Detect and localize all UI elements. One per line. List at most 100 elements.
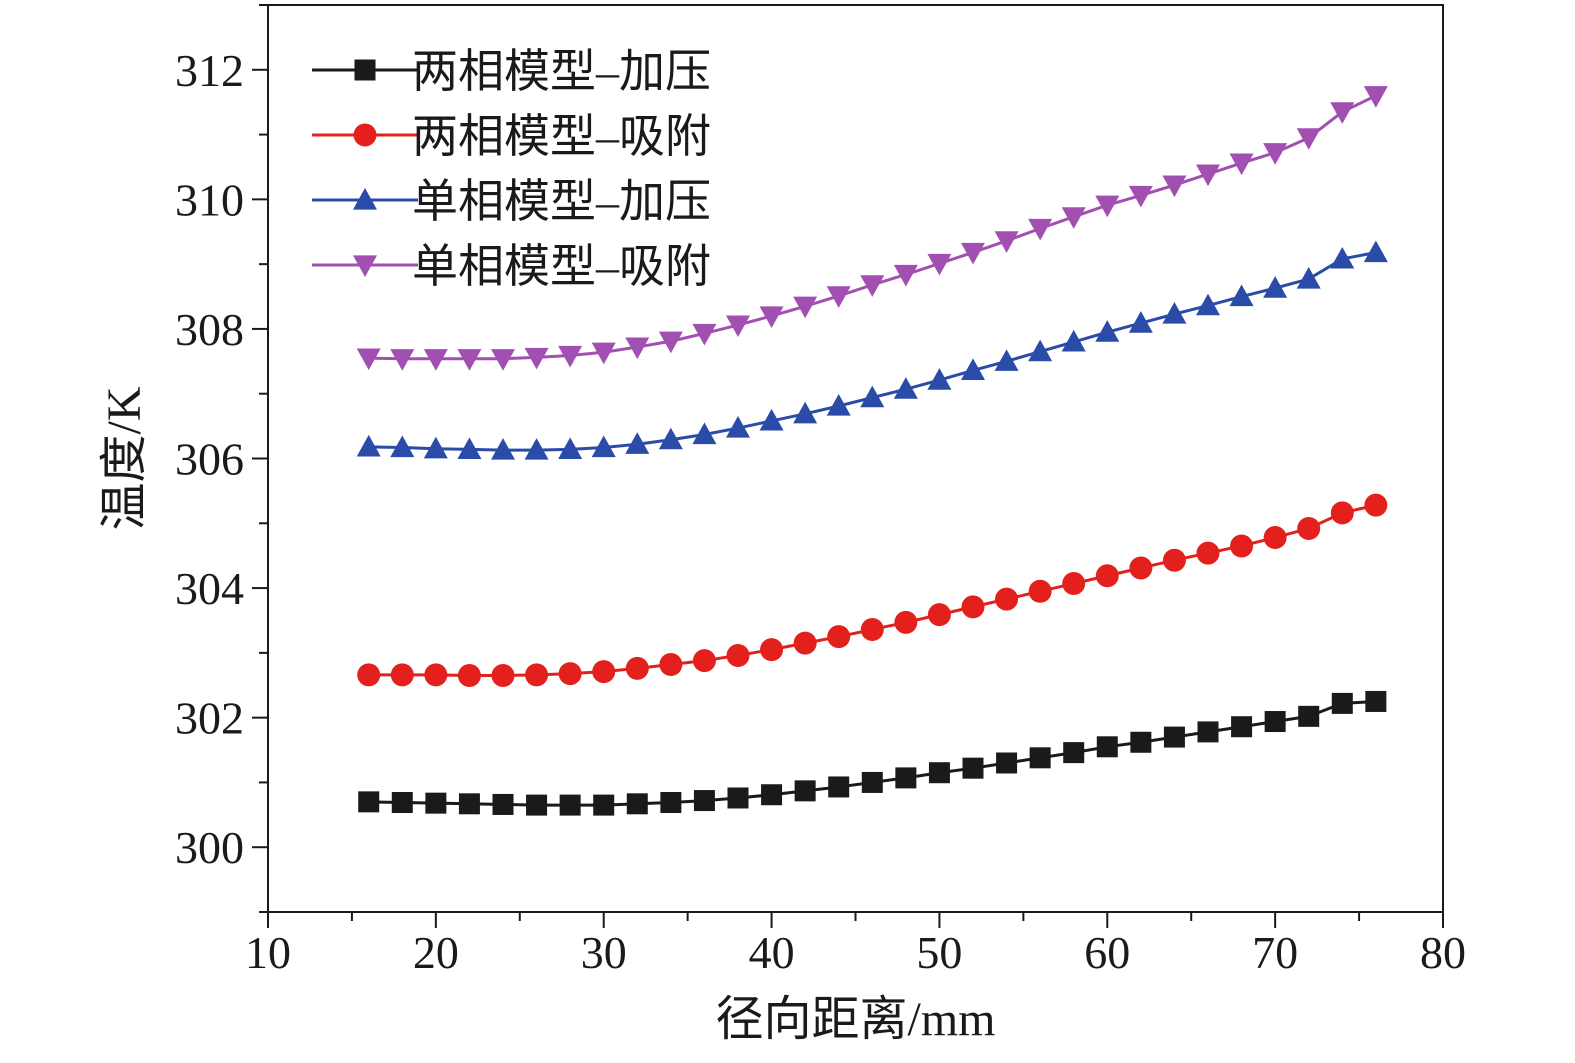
data-point [961, 595, 985, 619]
data-point [826, 286, 851, 308]
data-point [457, 437, 482, 460]
data-point [356, 348, 381, 371]
data-point [525, 663, 549, 687]
data-point [726, 315, 750, 338]
data-point [423, 436, 448, 459]
data-point [526, 794, 548, 816]
data-point [860, 618, 884, 642]
data-point [1063, 742, 1085, 764]
data-point [1296, 128, 1321, 150]
data-point [425, 792, 447, 814]
data-point [1130, 731, 1152, 753]
data-point [726, 416, 750, 438]
data-point [994, 231, 1019, 253]
y-tick-label: 312 [175, 45, 244, 96]
series-4 [356, 86, 1388, 371]
data-point [1128, 185, 1153, 208]
x-tick-label: 20 [413, 927, 459, 978]
data-point [692, 323, 717, 346]
y-tick-label: 304 [175, 563, 244, 614]
data-point [1096, 736, 1118, 758]
data-point [1163, 726, 1185, 748]
y-tick-label: 310 [175, 174, 244, 225]
x-tick-label: 70 [1252, 927, 1298, 978]
legend-entry: 两相模型–加压 [312, 46, 711, 97]
series-3 [356, 240, 1388, 460]
data-point [727, 787, 749, 809]
data-point [793, 296, 818, 319]
data-point [693, 790, 715, 812]
x-tick-label: 80 [1420, 927, 1466, 978]
data-point [827, 625, 851, 649]
data-point [358, 791, 380, 813]
legend-marker [354, 59, 376, 81]
data-point [828, 776, 850, 798]
data-point [793, 401, 818, 424]
data-point [625, 656, 649, 680]
data-point [1028, 579, 1052, 603]
data-point [1230, 534, 1254, 558]
data-point [626, 793, 648, 815]
data-point [625, 337, 650, 360]
data-point [893, 264, 918, 287]
data-point [491, 664, 515, 688]
legend-marker [353, 255, 377, 277]
data-point [558, 662, 582, 686]
data-point [625, 432, 650, 454]
data-point [961, 242, 985, 265]
series-1 [358, 690, 1387, 816]
data-point [423, 349, 448, 371]
data-point [491, 438, 515, 460]
data-point [1095, 320, 1120, 342]
data-point [692, 422, 717, 445]
data-point [1263, 276, 1288, 298]
data-point [592, 660, 616, 684]
data-point [1095, 195, 1120, 218]
legend-label: 两相模型–加压 [412, 46, 711, 97]
data-point [357, 663, 381, 687]
legend-label: 两相模型–吸附 [412, 111, 711, 162]
data-point [391, 792, 413, 814]
data-point [928, 762, 950, 784]
data-point [1197, 721, 1219, 743]
data-point [591, 435, 616, 458]
x-tick-label: 30 [581, 927, 627, 978]
data-point [759, 408, 784, 431]
data-point [994, 349, 1019, 371]
data-point [559, 794, 581, 816]
legend-marker [353, 123, 377, 147]
data-point [1129, 556, 1153, 580]
data-point [492, 793, 514, 815]
data-point [826, 394, 851, 416]
data-point [1062, 572, 1086, 596]
data-point [1298, 705, 1320, 727]
legend-entry: 单相模型–加压 [312, 176, 711, 227]
data-point [660, 792, 682, 814]
data-point [894, 610, 918, 634]
data-point [424, 663, 448, 687]
y-tick-label: 302 [175, 693, 244, 744]
series-layer [356, 86, 1388, 816]
plot-area: 10 20 30 40 50 60 70 80 300 302 304 306 308 310 312 [175, 4, 1466, 978]
data-point [1196, 164, 1220, 187]
data-point [1229, 153, 1254, 176]
data-point [524, 347, 549, 370]
data-point [1331, 692, 1353, 714]
y-tick-label: 300 [175, 822, 244, 873]
data-point [927, 603, 951, 627]
x-tick-label: 40 [749, 927, 795, 978]
data-point [861, 771, 883, 793]
data-point [1128, 311, 1153, 333]
data-point [794, 780, 816, 802]
data-point [1162, 548, 1186, 572]
legend-entry: 单相模型–吸附 [312, 241, 711, 292]
data-point [558, 345, 583, 368]
data-point [390, 663, 414, 687]
y-tick-label: 308 [175, 304, 244, 355]
data-point [593, 794, 615, 816]
data-point [658, 331, 683, 354]
y-tick-label: 306 [175, 434, 244, 485]
data-point [860, 275, 885, 297]
series-2 [357, 493, 1388, 688]
